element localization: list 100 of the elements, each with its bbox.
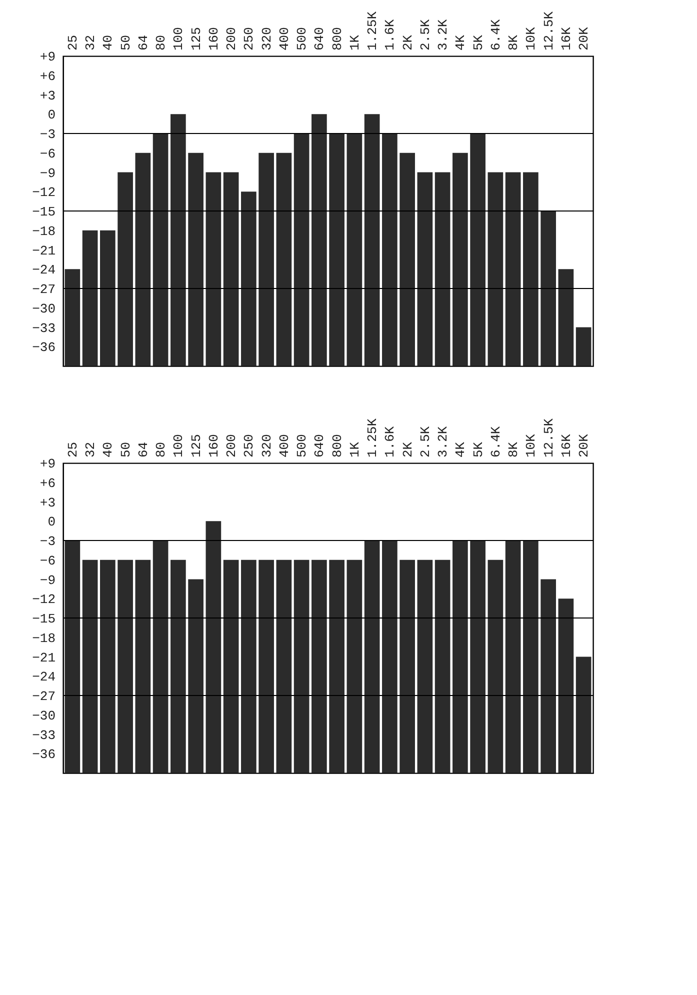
- x-tick-label: 1.6K: [382, 19, 398, 50]
- bar: [523, 172, 538, 366]
- x-tick-label: 12.5K: [541, 11, 556, 50]
- bar: [400, 560, 415, 773]
- x-tick-label: 8K: [506, 442, 522, 458]
- bar: [118, 560, 133, 773]
- y-tick-label: −36: [32, 340, 56, 356]
- bar: [523, 540, 538, 773]
- x-tick-label: 400: [276, 27, 292, 50]
- x-tick-label: 1K: [347, 442, 362, 458]
- bar: [258, 560, 274, 773]
- x-tick-label: 50: [118, 34, 134, 50]
- bar: [346, 134, 362, 366]
- y-tick-label: −6: [40, 553, 56, 568]
- y-tick-label: −30: [32, 708, 56, 724]
- y-tick-label: +9: [40, 50, 56, 64]
- y-tick-label: −18: [32, 224, 56, 239]
- x-tick-label: 640: [312, 434, 328, 458]
- x-tick-label: 250: [242, 434, 257, 458]
- x-tick-label: 125: [188, 27, 204, 50]
- bar: [170, 114, 186, 366]
- y-tick-label: −6: [40, 146, 56, 162]
- bar: [312, 114, 327, 366]
- x-tick-label: 4K: [453, 442, 468, 458]
- x-tick-label: 64: [136, 442, 151, 458]
- bar: [312, 560, 327, 773]
- y-tick-label: −33: [32, 728, 56, 743]
- x-tick-label: 100: [171, 27, 186, 50]
- bar: [434, 560, 450, 773]
- bar: [276, 152, 292, 366]
- x-tick-label: 100: [171, 434, 186, 458]
- x-tick-label: 200: [224, 434, 240, 458]
- y-tick-label: −9: [40, 166, 56, 181]
- x-tick-label: 64: [136, 34, 151, 50]
- x-tick-label: 80: [154, 34, 169, 50]
- bar: [558, 598, 574, 773]
- bar: [417, 172, 433, 366]
- bar: [276, 560, 292, 773]
- y-tick-label: −33: [32, 320, 56, 336]
- y-tick-label: −21: [32, 650, 56, 666]
- bar: [135, 560, 151, 773]
- bar: [241, 560, 256, 773]
- x-tick-label: 16K: [558, 434, 574, 458]
- y-tick-label: 0: [48, 108, 56, 123]
- bar: [382, 540, 398, 773]
- bar: [505, 540, 521, 773]
- x-tick-label: 2.5K: [418, 19, 433, 50]
- y-tick-label: 0: [48, 514, 56, 530]
- bar: [417, 560, 433, 773]
- bar: [206, 521, 222, 773]
- x-tick-label: 640: [312, 27, 328, 50]
- x-tick-label: 1.6K: [382, 426, 398, 458]
- x-tick-label: 20K: [576, 26, 592, 50]
- y-tick-label: +3: [40, 495, 56, 510]
- bar: [364, 114, 380, 366]
- y-tick-label: +6: [40, 68, 56, 84]
- x-tick-label: 5K: [470, 34, 486, 50]
- bar: [223, 172, 239, 366]
- y-tick-label: +9: [40, 456, 56, 472]
- x-tick-label: 800: [330, 27, 345, 50]
- y-tick-label: −27: [32, 282, 56, 297]
- bar: [258, 152, 274, 366]
- bar: [452, 152, 468, 366]
- x-tick-label: 8K: [506, 34, 522, 50]
- bar: [576, 656, 592, 773]
- bar: [540, 579, 556, 773]
- bar: [470, 540, 486, 773]
- bar: [241, 192, 256, 366]
- bar: [488, 172, 504, 366]
- y-tick-label: −3: [40, 534, 56, 549]
- x-tick-label: 2K: [400, 442, 416, 458]
- bar: [188, 152, 204, 366]
- bar: [206, 172, 222, 366]
- x-tick-label: 320: [259, 434, 274, 458]
- x-tick-label: 160: [206, 27, 222, 50]
- x-tick-label: 6.4K: [488, 19, 504, 50]
- x-tick-label: 1.25K: [365, 418, 380, 458]
- x-tick-label: 500: [294, 434, 310, 458]
- bar: [294, 560, 310, 773]
- bar: [152, 540, 168, 773]
- y-tick-label: +6: [40, 476, 56, 491]
- bar: [170, 560, 186, 773]
- x-tick-label: 2K: [400, 34, 416, 50]
- bar: [505, 172, 521, 366]
- y-tick-label: −15: [32, 204, 56, 220]
- x-tick-label: 16K: [558, 26, 574, 50]
- bar: [576, 327, 592, 366]
- x-tick-label: 25: [65, 442, 80, 458]
- bar: [452, 540, 468, 773]
- y-tick-label: −12: [32, 185, 56, 200]
- bar: [382, 134, 398, 366]
- bar: [100, 230, 116, 366]
- bar: [329, 560, 344, 773]
- x-tick-label: 800: [330, 434, 345, 458]
- y-tick-label: −15: [32, 612, 56, 626]
- bar: [434, 172, 450, 366]
- x-tick-label: 3.2K: [436, 19, 451, 50]
- y-tick-label: −36: [32, 747, 56, 762]
- bar: [346, 560, 362, 773]
- x-tick-label: 20K: [576, 434, 592, 458]
